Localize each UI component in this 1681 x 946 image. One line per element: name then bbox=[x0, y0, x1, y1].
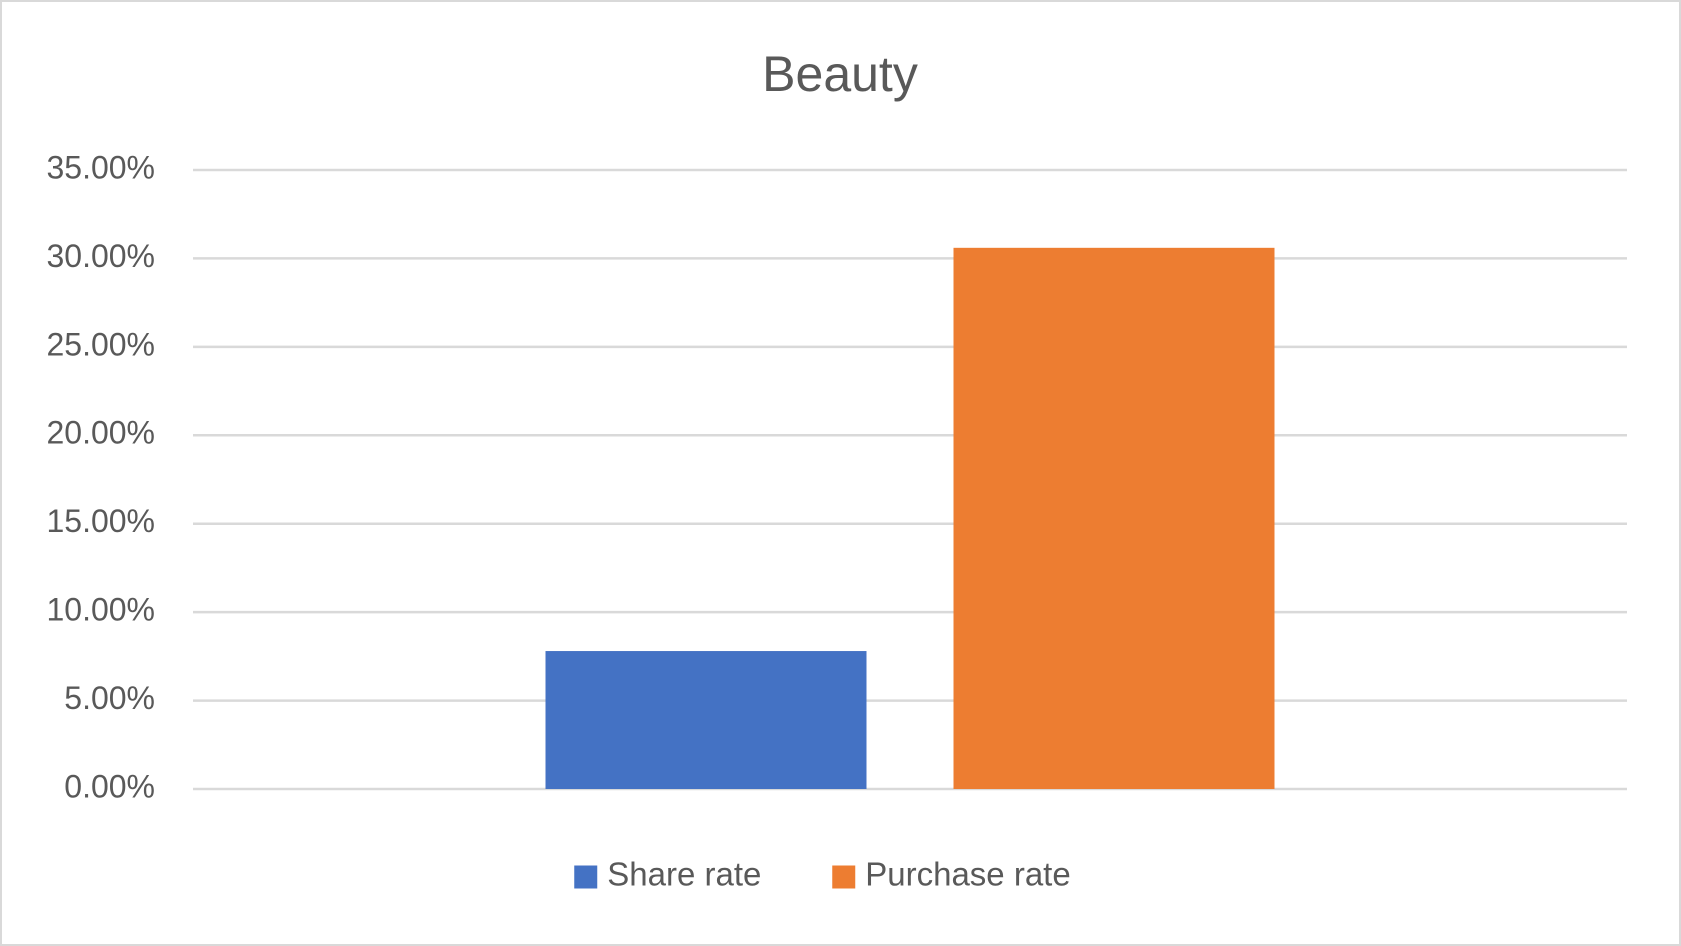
y-tick-label: 10.00% bbox=[46, 592, 155, 628]
y-tick-label: 35.00% bbox=[46, 149, 155, 185]
legend-swatch bbox=[832, 865, 856, 889]
bar bbox=[953, 247, 1275, 789]
y-tick-label: 15.00% bbox=[46, 503, 155, 539]
legend-swatch bbox=[574, 865, 598, 889]
y-tick-label: 20.00% bbox=[46, 415, 155, 451]
y-tick-label: 0.00% bbox=[64, 768, 155, 804]
bar bbox=[545, 651, 867, 789]
y-tick-label: 25.00% bbox=[46, 326, 155, 362]
legend-label: Share rate bbox=[607, 856, 761, 893]
chart-title: Beauty bbox=[762, 46, 918, 102]
y-tick-label: 5.00% bbox=[64, 680, 155, 716]
y-tick-label: 30.00% bbox=[46, 238, 155, 274]
legend-label: Purchase rate bbox=[865, 856, 1070, 893]
